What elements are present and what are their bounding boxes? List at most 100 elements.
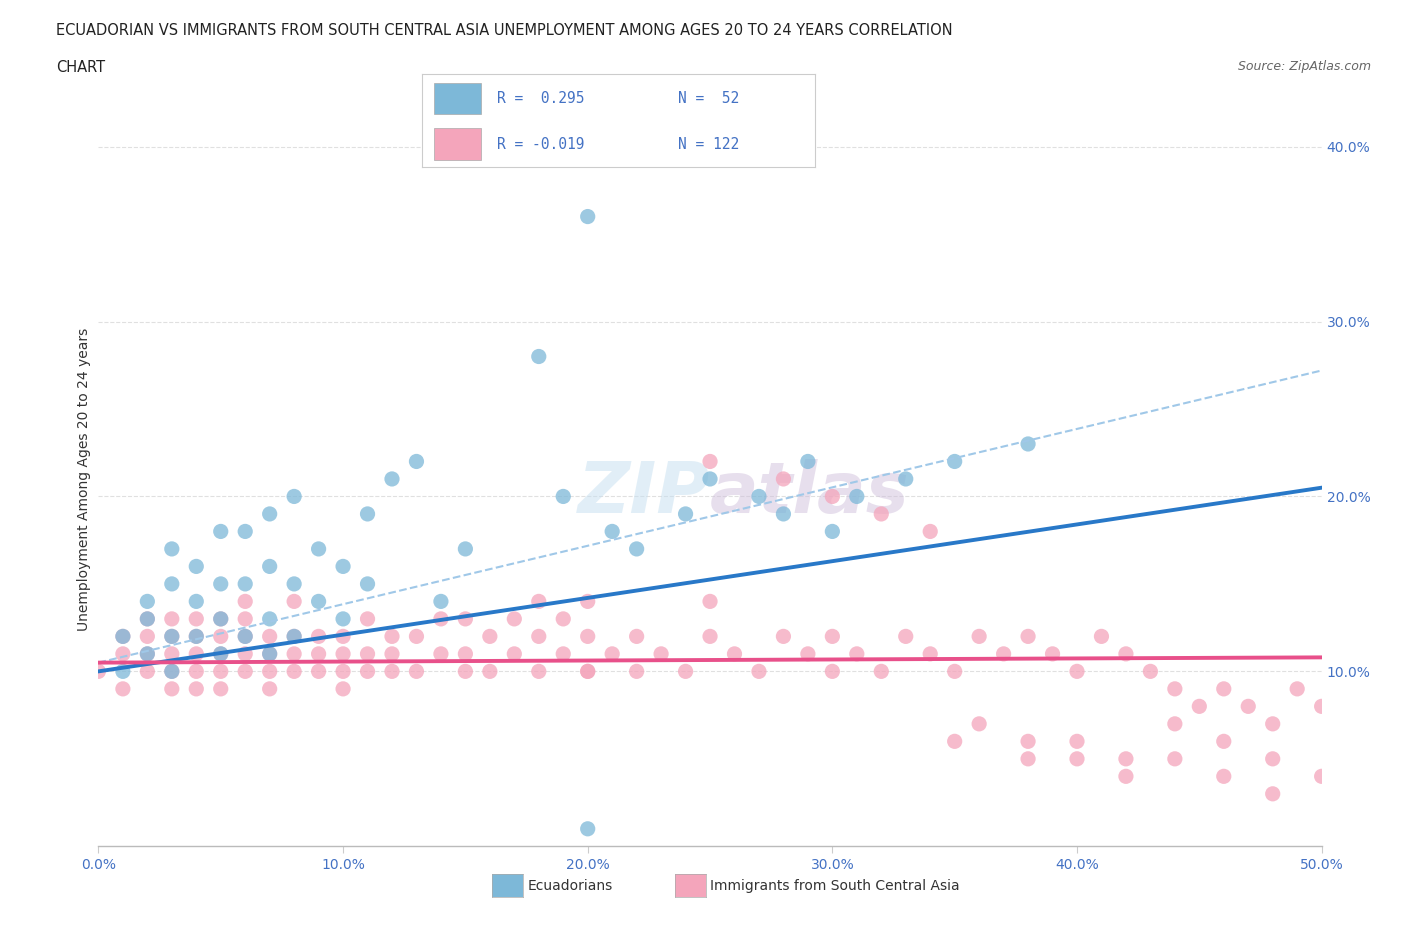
Point: [650, 646, 672, 661]
Y-axis label: Unemployment Among Ages 20 to 24 years: Unemployment Among Ages 20 to 24 years: [77, 327, 91, 631]
Point: [821, 629, 844, 644]
Point: [1188, 699, 1211, 714]
Point: [233, 594, 256, 609]
Point: [136, 629, 159, 644]
Point: [356, 611, 378, 626]
Point: [1066, 664, 1088, 679]
Point: [1017, 436, 1039, 451]
Point: [283, 629, 305, 644]
Point: [308, 629, 330, 644]
Point: [821, 524, 844, 538]
Point: [699, 472, 721, 486]
Point: [600, 524, 623, 538]
Text: ZIP: ZIP: [578, 459, 710, 528]
Bar: [433, 128, 481, 160]
Point: [993, 646, 1015, 661]
Point: [675, 507, 697, 522]
Point: [283, 489, 305, 504]
Point: [186, 594, 208, 609]
Point: [186, 646, 208, 661]
Point: [1212, 682, 1234, 697]
Point: [1164, 682, 1187, 697]
Point: [209, 524, 232, 538]
Point: [527, 594, 550, 609]
Point: [1042, 646, 1064, 661]
Point: [1261, 787, 1284, 802]
Point: [1212, 769, 1234, 784]
Point: [160, 629, 183, 644]
Point: [1212, 734, 1234, 749]
Point: [1237, 699, 1260, 714]
Text: Source: ZipAtlas.com: Source: ZipAtlas.com: [1237, 60, 1371, 73]
Point: [675, 664, 697, 679]
Text: N = 122: N = 122: [678, 137, 740, 152]
Point: [503, 646, 526, 661]
Text: atlas: atlas: [710, 459, 910, 528]
Point: [308, 646, 330, 661]
Point: [111, 682, 134, 697]
Point: [576, 664, 599, 679]
Point: [626, 664, 648, 679]
Text: R =  0.295: R = 0.295: [496, 91, 583, 106]
Point: [405, 664, 427, 679]
Point: [233, 629, 256, 644]
Point: [553, 611, 575, 626]
Point: [699, 629, 721, 644]
Point: [356, 577, 378, 591]
Point: [160, 611, 183, 626]
Point: [1017, 751, 1039, 766]
Point: [699, 594, 721, 609]
Point: [186, 629, 208, 644]
Point: [209, 646, 232, 661]
Point: [405, 454, 427, 469]
Point: [160, 629, 183, 644]
Point: [356, 646, 378, 661]
Point: [136, 664, 159, 679]
Point: [576, 821, 599, 836]
Point: [209, 611, 232, 626]
Point: [1115, 751, 1137, 766]
Point: [259, 682, 281, 697]
Point: [233, 611, 256, 626]
Point: [233, 577, 256, 591]
Point: [136, 611, 159, 626]
Point: [748, 489, 770, 504]
Point: [772, 629, 794, 644]
Point: [332, 559, 354, 574]
Point: [209, 682, 232, 697]
Point: [209, 664, 232, 679]
Point: [1261, 716, 1284, 731]
Point: [308, 594, 330, 609]
Point: [821, 664, 844, 679]
Point: [1090, 629, 1112, 644]
Point: [111, 629, 134, 644]
Point: [160, 664, 183, 679]
Point: [136, 646, 159, 661]
Point: [332, 664, 354, 679]
Point: [748, 664, 770, 679]
Point: [870, 507, 893, 522]
Point: [356, 507, 378, 522]
Point: [1017, 734, 1039, 749]
Point: [553, 646, 575, 661]
Point: [381, 472, 404, 486]
Text: Immigrants from South Central Asia: Immigrants from South Central Asia: [710, 879, 960, 894]
Point: [527, 664, 550, 679]
Point: [283, 646, 305, 661]
Point: [259, 507, 281, 522]
Point: [1164, 716, 1187, 731]
Point: [259, 646, 281, 661]
Point: [1310, 699, 1333, 714]
Point: [160, 664, 183, 679]
Point: [283, 594, 305, 609]
Point: [259, 664, 281, 679]
Point: [527, 349, 550, 364]
Point: [1139, 664, 1161, 679]
Point: [920, 646, 942, 661]
Point: [332, 646, 354, 661]
Point: [576, 594, 599, 609]
Point: [894, 629, 917, 644]
Point: [967, 716, 990, 731]
Point: [381, 664, 404, 679]
Point: [186, 682, 208, 697]
